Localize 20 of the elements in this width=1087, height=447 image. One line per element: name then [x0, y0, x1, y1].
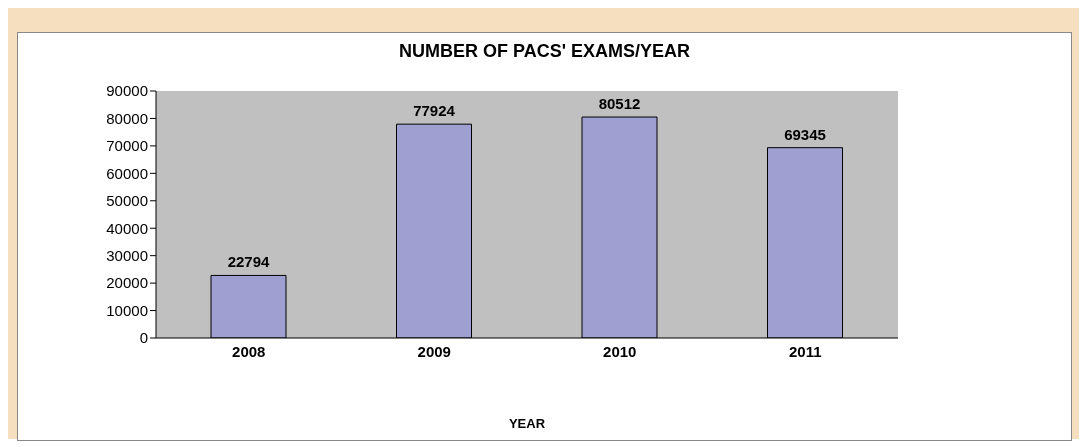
- data-label: 77924: [413, 102, 456, 120]
- x-tick-label: 2011: [788, 342, 822, 360]
- y-tick-label: 10000: [106, 301, 148, 319]
- data-label: 69345: [784, 125, 826, 143]
- data-label: 80512: [598, 95, 641, 113]
- x-axis-title: YEAR: [507, 416, 547, 431]
- y-tick-label: 0: [139, 329, 148, 347]
- x-tick-label: 2010: [603, 342, 637, 360]
- x-tick-label: 2009: [417, 342, 451, 360]
- y-tick-label: 60000: [106, 164, 148, 182]
- y-tick-label: 20000: [106, 274, 148, 292]
- y-tick-label: 90000: [106, 82, 148, 100]
- y-tick-label: 30000: [106, 246, 148, 264]
- y-tick-label: 50000: [106, 192, 148, 210]
- y-tick-label: 70000: [106, 137, 148, 155]
- x-tick-label: 2008: [232, 342, 266, 360]
- y-tick-label: 80000: [106, 109, 148, 127]
- chart-title: NUMBER OF PACS' EXAMS/YEAR: [398, 41, 691, 62]
- data-label: 22794: [227, 253, 271, 271]
- y-tick-label: 40000: [106, 219, 148, 237]
